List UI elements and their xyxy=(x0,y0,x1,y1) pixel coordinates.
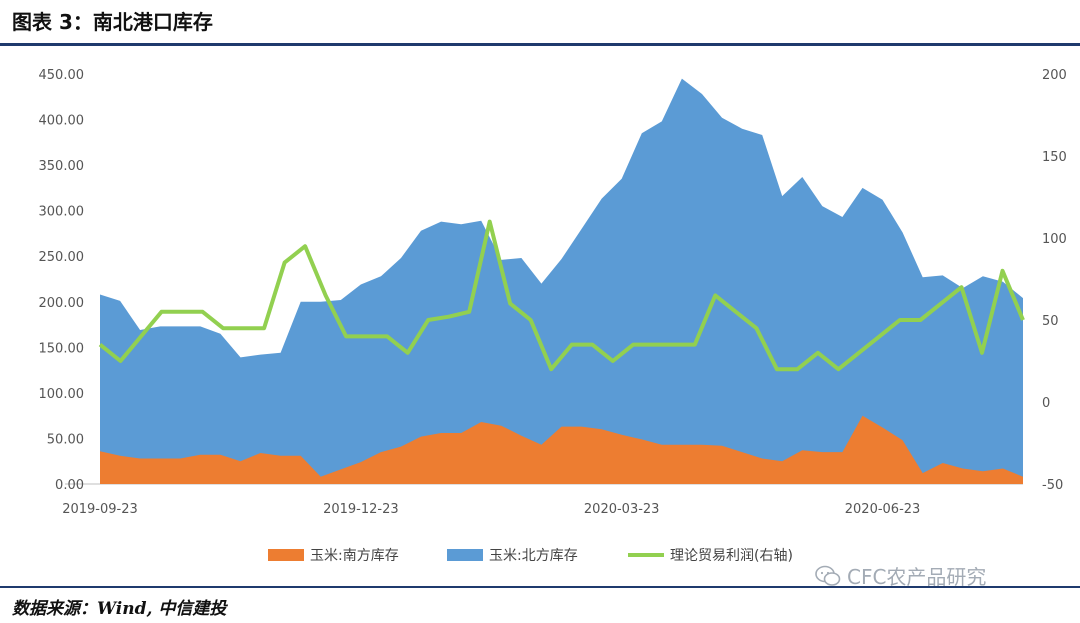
inventory-chart: 0.00 50.00 100.00 150.00 200.00 250.00 300.00 3… xyxy=(39,68,1067,564)
legend-label: 玉米:南方库存 xyxy=(310,548,399,564)
x-axis: 2019-09-23 2019-12-23 2020-03-23 2020-06-23 xyxy=(62,502,920,517)
legend-swatch xyxy=(447,549,483,561)
y-right-tick-label: 0 xyxy=(1042,396,1050,411)
x-tick-label: 2019-09-23 xyxy=(62,502,138,517)
chart-areas xyxy=(100,78,1023,484)
series-profit-line xyxy=(98,219,1025,372)
wechat-icon xyxy=(815,565,841,586)
y-right-tick-label: 100 xyxy=(1042,232,1067,247)
x-tick-label: 2020-03-23 xyxy=(584,502,660,517)
y-left-tick-label: 250.00 xyxy=(39,250,85,265)
watermark: CFC农产品研究 xyxy=(815,561,986,590)
chart-legend: 玉米:南方库存 玉米:北方库存 理论贸易利润(右轴) xyxy=(268,548,793,564)
y-axis-right: -50 0 50 100 150 200 xyxy=(1042,68,1067,493)
y-right-tick-label: -50 xyxy=(1042,478,1063,493)
y-left-tick-label: 300.00 xyxy=(39,205,85,220)
x-tick-label: 2020-06-23 xyxy=(845,502,921,517)
y-left-tick-label: 150.00 xyxy=(39,341,85,356)
watermark-text: CFC农产品研究 xyxy=(847,565,987,589)
source-note: 数据来源：Wind, 中信建投 xyxy=(12,599,227,619)
series-north-area xyxy=(100,78,1023,484)
footer-divider xyxy=(0,586,1080,588)
y-axis-left: 0.00 50.00 100.00 150.00 200.00 250.00 300.00 3… xyxy=(39,68,85,493)
y-left-tick-label: 100.00 xyxy=(39,387,85,402)
legend-swatch xyxy=(268,549,304,561)
y-right-tick-label: 150 xyxy=(1042,150,1067,165)
y-left-tick-label: 400.00 xyxy=(39,114,85,129)
y-right-tick-label: 50 xyxy=(1042,314,1059,329)
series-south-area xyxy=(100,415,1023,484)
y-right-tick-label: 200 xyxy=(1042,68,1067,83)
y-left-tick-label: 0.00 xyxy=(55,478,84,493)
header-divider xyxy=(0,43,1080,46)
legend-label: 玉米:北方库存 xyxy=(489,548,578,564)
page-title: 图表 3：南北港口库存 xyxy=(12,10,213,34)
y-left-tick-label: 450.00 xyxy=(39,68,85,83)
y-left-tick-label: 350.00 xyxy=(39,159,85,174)
chart-lines xyxy=(98,219,1025,372)
y-left-tick-label: 200.00 xyxy=(39,296,85,311)
y-left-tick-label: 50.00 xyxy=(47,432,84,447)
x-tick-label: 2019-12-23 xyxy=(323,502,399,517)
legend-label: 理论贸易利润(右轴) xyxy=(670,548,793,564)
